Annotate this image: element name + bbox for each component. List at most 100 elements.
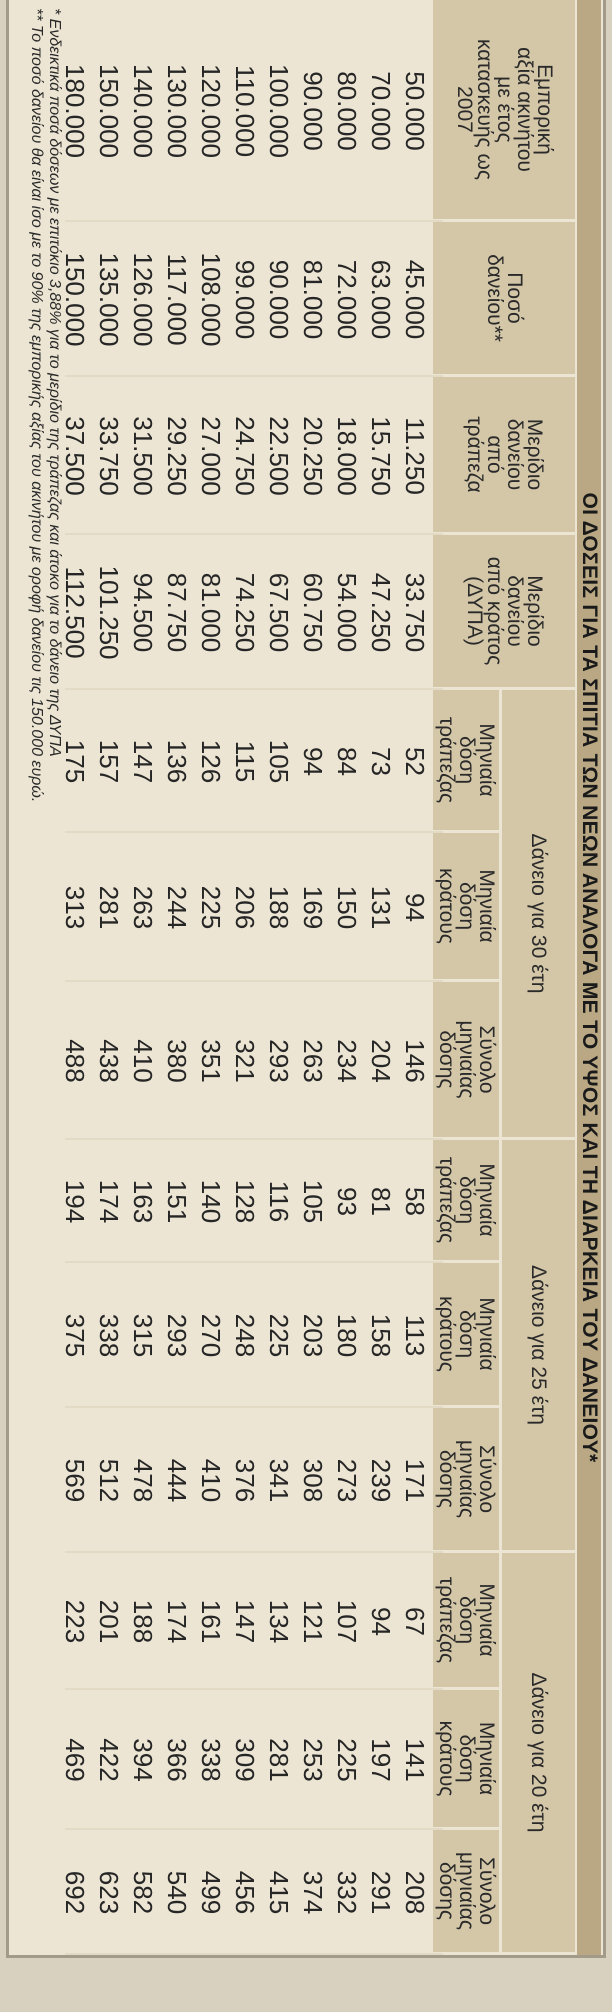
table-cell: 180.000 [60,64,90,158]
table-cell: 135.000 [94,252,124,347]
table-cell: 169 [298,885,328,930]
table-cell: 73 [366,747,396,776]
table-row: 120.000 108.000 27.000 81.000 126 225 351 140 27… [194,0,228,1955]
table-cell: 456 [230,1870,260,1915]
table-cell: 308 [298,1458,328,1503]
table-cell: 11.250 [400,417,430,495]
table-cell: 50.000 [400,71,430,151]
table-cell: 201 [94,1599,124,1644]
table-cell: 582 [128,1870,158,1915]
table-cell: 208 [400,1870,430,1915]
table-cell: 107 [332,1599,362,1644]
footnotes: * Ενδεικτικά ποσά δόσεων με επιτόκιο 3,8… [27,8,63,802]
table-cell: 380 [162,1039,192,1083]
table-cell: 136 [162,739,192,784]
table-cell: 313 [60,885,90,930]
table-cell: 234 [332,1039,362,1083]
table-title: ΟΙ ΔΟΣΕΙΣ ΓΙΑ ΤΑ ΣΠΙΤΙΑ ΤΩΝ ΝΕΩΝ ΑΝΑΛΟΓΑ… [577,0,601,1955]
table-cell: 54.000 [332,572,362,653]
table-cell: 120.000 [196,64,226,158]
footnote-1: * Ενδεικτικά ποσά δόσεων με επιτόκιο 3,8… [46,8,63,757]
table-cell: 116 [264,1180,294,1223]
table-cell: 321 [230,1039,260,1083]
table-cell: 341 [264,1458,294,1503]
table-cell: 90.000 [298,71,328,151]
table-cell: 146 [400,1039,430,1083]
table-cell: 478 [128,1458,158,1503]
table-cell: 281 [94,885,124,930]
table-cell: 253 [298,1738,328,1782]
table-cell: 147 [128,739,158,784]
table-cell: 410 [128,1039,158,1083]
table-cell: 180 [332,1313,362,1358]
table-cell: 105 [264,739,294,784]
table-cell: 438 [94,1039,124,1083]
column-header: Ποσό δανείου** [430,222,575,377]
table-row: 130.000 117.000 29.250 87.750 136 244 380 151 29… [160,0,194,1955]
table-cell: 415 [264,1870,294,1915]
table-cell: 394 [128,1738,158,1782]
table-cell: 273 [332,1458,362,1503]
table-cell: 150.000 [94,64,124,158]
table-cell: 63.000 [366,259,396,340]
table-cell: 126 [196,739,226,784]
table-cell: 131 [366,885,396,930]
table-row: 180.000 150.000 37.500 112.500 175 313 488 194 3… [58,0,92,1955]
table-cell: 338 [94,1313,124,1358]
table-cell: 512 [94,1458,124,1503]
table-cell: 140.000 [128,64,158,158]
table-cell: 203 [298,1313,328,1358]
table-cell: 223 [60,1599,90,1644]
table-cell: 151 [162,1179,192,1224]
table-cell: 84 [332,747,362,776]
table-cell: 150.000 [60,252,90,347]
column-header: Μερίδιο δανείου από τράπεζα [430,377,575,535]
table-cell: 47.250 [366,572,396,653]
table-row: 50.000 45.000 11.250 33.750 52 94 146 58 113 171 6… [398,0,432,1955]
group-header: Δάνειο για 30 έτη [499,690,575,1140]
table-cell: 100.000 [264,64,294,158]
table-cell: 194 [60,1179,90,1224]
table-cell: 206 [230,885,260,930]
table-cell: 488 [60,1039,90,1083]
table-cell: 115 [230,740,260,783]
table-cell: 410 [196,1458,226,1503]
table-cell: 422 [94,1738,124,1782]
table-cell: 31.500 [128,416,158,496]
table-cell: 293 [162,1313,192,1358]
table-cell: 315 [128,1313,158,1358]
table-cell: 126.000 [128,252,158,347]
table-cell: 112.500 [60,566,90,659]
column-header: Εμπορική αξία ακινήτου με έτος κατασκευή… [430,0,575,222]
table-cell: 94 [298,747,328,776]
table-cell: 175 [60,739,90,784]
table-cell: 101.250 [94,565,124,660]
table-cell: 263 [298,1039,328,1083]
table-cell: 204 [366,1039,396,1083]
table-cell: 291 [366,1870,396,1915]
table-cell: 163 [128,1179,158,1224]
table-cell: 225 [196,885,226,930]
table-cell: 161 [196,1599,226,1644]
table-row: 150.000 135.000 33.750 101.250 157 281 438 174 3… [92,0,126,1955]
table-cell: 22.500 [264,416,294,496]
table-cell: 67 [400,1607,430,1636]
table-row: 100.000 90.000 22.500 67.500 105 188 293 116 225… [262,0,296,1955]
table-cell: 469 [60,1738,90,1782]
table-cell: 375 [60,1313,90,1358]
table-cell: 197 [366,1738,396,1782]
table-cell: 121 [298,1599,328,1644]
table-cell: 74.250 [230,572,260,653]
table-cell: 99.000 [230,259,260,340]
table-cell: 81.000 [196,572,226,653]
table-cell: 309 [230,1738,260,1782]
table-cell: 72.000 [332,259,362,340]
table-cell: 105 [298,1179,328,1224]
table-frame: ΟΙ ΔΟΣΕΙΣ ΓΙΑ ΤΑ ΣΠΙΤΙΑ ΤΩΝ ΝΕΩΝ ΑΝΑΛΟΓΑ… [6,0,606,1958]
table-cell: 692 [60,1870,90,1915]
table-cell: 94.500 [128,572,158,653]
table-cell: 45.000 [400,259,430,340]
table-cell: 332 [332,1870,362,1915]
table-cell: 37.500 [60,416,90,496]
